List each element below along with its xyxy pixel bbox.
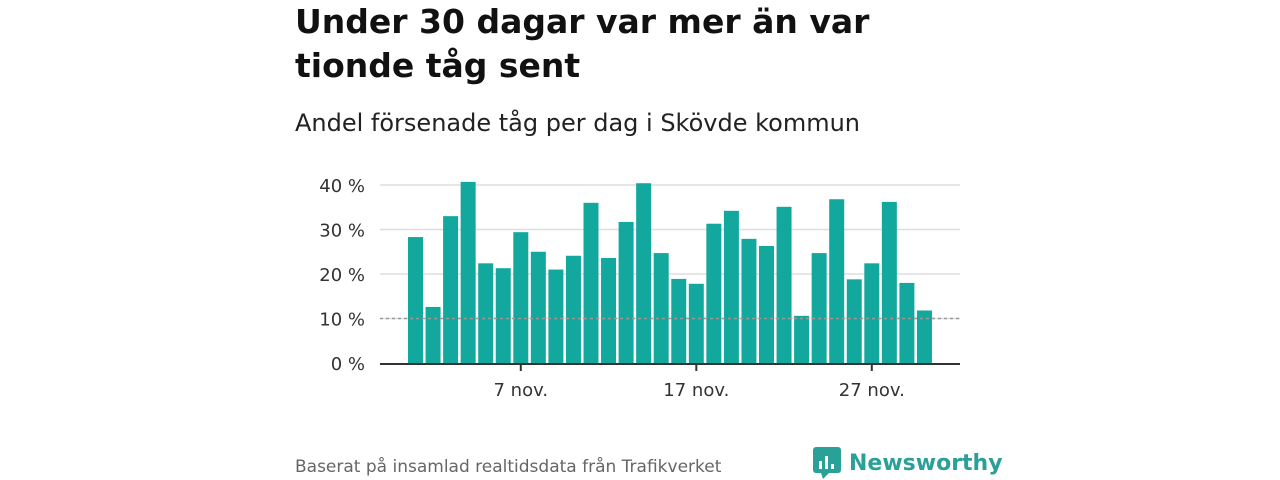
bar xyxy=(548,269,564,363)
bar xyxy=(513,232,529,363)
bar xyxy=(688,283,704,363)
bar xyxy=(653,253,669,363)
bar xyxy=(530,251,546,363)
bar xyxy=(583,202,599,363)
bar xyxy=(706,223,722,363)
bar xyxy=(776,206,792,363)
y-tick-label: 40 % xyxy=(319,176,365,197)
bar xyxy=(408,237,423,363)
bar xyxy=(425,306,441,363)
y-tick-label: 0 % xyxy=(331,354,365,375)
bar xyxy=(601,257,617,363)
y-tick-label: 10 % xyxy=(319,310,365,331)
bar xyxy=(636,183,652,363)
bar xyxy=(899,282,915,363)
bar xyxy=(495,268,511,363)
bar xyxy=(443,216,459,363)
brand-name: Newsworthy xyxy=(849,450,1003,476)
bar xyxy=(618,221,634,363)
source-note: Baserat på insamlad realtidsdata från Tr… xyxy=(295,457,722,477)
chart-title: Under 30 dagar var mer än var tionde tåg… xyxy=(295,2,870,85)
y-tick-label: 20 % xyxy=(319,265,365,286)
x-tick-label: 7 nov. xyxy=(494,380,549,401)
bar xyxy=(794,315,810,363)
bar xyxy=(671,278,687,363)
newsworthy-logo-icon xyxy=(813,447,841,479)
bar xyxy=(723,210,739,363)
bar xyxy=(846,279,862,363)
bar xyxy=(864,263,880,363)
bar xyxy=(460,181,476,363)
brand-logo: Newsworthy xyxy=(813,447,1003,479)
chart-subtitle: Andel försenade tåg per dag i Skövde kom… xyxy=(295,109,861,137)
bar xyxy=(916,310,932,363)
bar xyxy=(811,253,827,363)
x-tick-label: 27 nov. xyxy=(839,380,905,401)
bar xyxy=(478,263,494,363)
y-tick-label: 30 % xyxy=(319,221,365,242)
x-tick-label: 17 nov. xyxy=(663,380,729,401)
bar xyxy=(759,245,774,363)
bar xyxy=(881,201,897,363)
bar xyxy=(565,255,581,363)
bar xyxy=(741,238,757,363)
bar xyxy=(829,199,845,363)
